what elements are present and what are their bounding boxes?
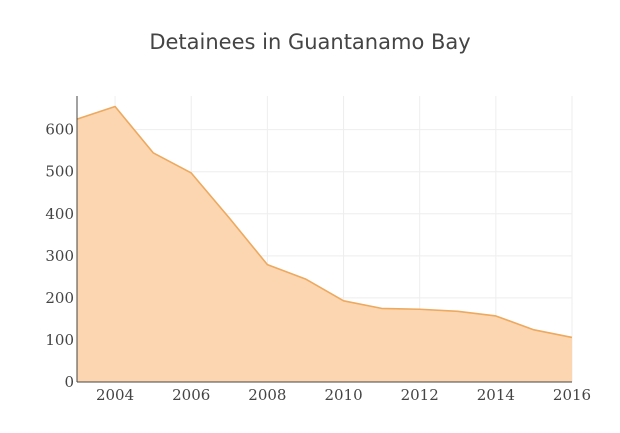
y-tick-label: 600 — [45, 121, 74, 139]
x-tick-label: 2016 — [553, 386, 591, 404]
series-area-fill — [77, 106, 572, 382]
x-tick-label: 2004 — [96, 386, 134, 404]
y-tick-label: 400 — [45, 205, 74, 223]
chart-title: Detainees in Guantanamo Bay — [149, 30, 470, 54]
series-line — [76, 105, 573, 339]
y-tick-label: 200 — [45, 289, 74, 307]
x-tick-label: 2010 — [324, 386, 362, 404]
x-tick-label: 2006 — [172, 386, 210, 404]
axis-layer — [76, 96, 572, 383]
x-tick-label: 2012 — [401, 386, 439, 404]
y-tick-label: 100 — [45, 331, 74, 349]
y-tick-label: 500 — [45, 163, 74, 181]
x-tick-label: 2014 — [477, 386, 515, 404]
y-tick-label: 0 — [64, 373, 74, 391]
x-tick-label: 2008 — [248, 386, 286, 404]
area-layer — [76, 105, 573, 382]
tick-layer: 0 100 200 300 400 500 600 2004 2006 2008 2010 2012 2… — [45, 121, 591, 404]
y-tick-label: 300 — [45, 247, 74, 265]
